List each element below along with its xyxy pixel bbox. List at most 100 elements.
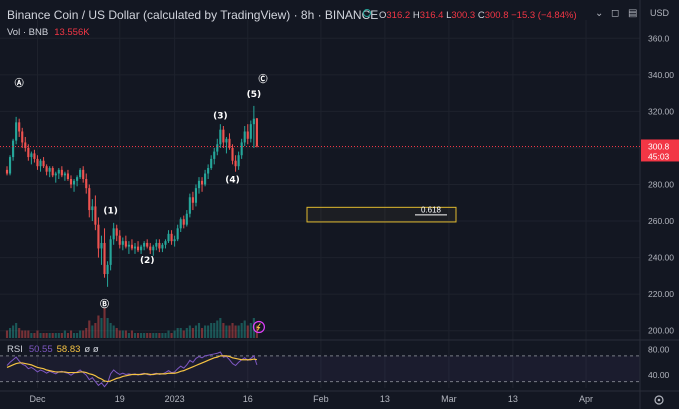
candle-body	[18, 122, 21, 132]
volume-bar	[219, 318, 222, 338]
volume-bar	[173, 330, 176, 338]
candle-body	[191, 197, 194, 203]
fib-box[interactable]: 0.618	[306, 205, 457, 223]
volume-bar	[194, 325, 198, 338]
market-status-icon	[363, 9, 371, 17]
candle-body	[51, 168, 54, 176]
volume-bar	[240, 323, 243, 338]
volume-bar	[91, 325, 94, 338]
volume-bar	[79, 330, 82, 338]
volume-bar	[66, 333, 70, 338]
rsi-pane: 80.00 40.00	[0, 344, 670, 388]
candle-body	[33, 153, 36, 159]
candle-body	[255, 118, 258, 147]
rsi-legend[interactable]: RSI 50.55 58.83 ø ø	[7, 344, 99, 355]
volume-bar	[121, 330, 124, 338]
wave-label: (3)	[213, 112, 228, 122]
volume-bar	[136, 333, 140, 338]
candle-body	[219, 129, 222, 145]
y-tick-label: 320.00	[648, 106, 674, 116]
volume-bar	[48, 333, 51, 338]
volume-bar	[176, 328, 179, 338]
candle-body	[118, 235, 121, 245]
volume-bar	[106, 318, 109, 338]
candle-body	[127, 244, 130, 247]
volume-bar	[109, 323, 112, 338]
volume-bar	[54, 333, 57, 338]
volume-bar	[231, 323, 234, 338]
pane-menu-icon[interactable]: ▤	[628, 8, 638, 19]
rsi-ma-line	[6, 355, 258, 383]
ohlc-readout: O316.2 H316.4 L300.3 C300.8 −15.3 (−4.84…	[379, 10, 577, 21]
candle-body	[149, 246, 152, 251]
volume-bar	[188, 325, 191, 338]
volume-bar	[149, 333, 152, 338]
volume-bar	[30, 333, 33, 338]
grid	[0, 20, 640, 388]
volume-bar	[216, 320, 219, 338]
volume-bar	[204, 325, 207, 338]
rsi-value: 50.55	[28, 344, 53, 355]
volume-bar	[36, 330, 39, 338]
candle-body	[63, 173, 66, 176]
candle-body	[231, 147, 234, 161]
maximize-pane-icon[interactable]: ◻	[611, 8, 620, 19]
volume-bar	[63, 330, 66, 338]
candle-body	[60, 169, 63, 176]
candle-body	[27, 147, 30, 158]
x-tick-label: Feb	[313, 394, 329, 404]
candle-body	[97, 224, 100, 249]
x-tick-label: 2023	[165, 394, 185, 404]
volume-bar	[21, 330, 24, 338]
volume-bar	[27, 330, 30, 338]
high-label: H	[412, 10, 420, 21]
candle-body	[88, 188, 91, 211]
volume-bar	[197, 323, 201, 338]
rsi-label: RSI	[7, 344, 23, 355]
y-tick-label: 260.00	[648, 216, 674, 226]
volume-bar	[228, 325, 231, 338]
volume-bar	[85, 328, 88, 338]
last-price-tag	[641, 139, 679, 162]
candle-body	[204, 173, 207, 185]
volume-bar	[115, 328, 118, 338]
candle-body	[24, 142, 27, 148]
candles	[5, 105, 258, 287]
x-tick-label: Dec	[29, 394, 46, 404]
volume-bar	[179, 328, 182, 338]
candle-body	[69, 179, 73, 185]
currency-label[interactable]: USD	[650, 8, 670, 18]
volume-bar	[42, 333, 45, 338]
candle-body	[240, 142, 243, 156]
candle-body	[237, 155, 240, 167]
collapse-chevron-icon[interactable]: ⌄	[595, 8, 604, 19]
candle-body	[85, 179, 88, 189]
volume-label: Vol · BNB	[7, 27, 49, 38]
wave-label: (4)	[225, 176, 240, 186]
open-value: 316.2	[386, 10, 411, 21]
bar-countdown: 45:03	[648, 151, 670, 161]
candle-body	[54, 173, 57, 176]
fib-rect	[306, 206, 457, 223]
candle-body	[91, 206, 94, 211]
wave-label: Ⓑ	[100, 298, 109, 310]
y-tick-label: 240.00	[648, 253, 674, 263]
candle-body	[21, 131, 24, 143]
settings-gear-icon	[654, 395, 664, 405]
candle-body	[185, 213, 188, 225]
volume-legend[interactable]: Vol · BNB 13.556K	[7, 27, 90, 38]
volume-bar	[24, 330, 27, 338]
x-tick-label: 16	[243, 394, 253, 404]
candle-body	[210, 158, 213, 169]
candle-body	[82, 169, 85, 179]
x-tick-label: Mar	[441, 394, 457, 404]
candle-body	[176, 228, 179, 240]
candle-body	[252, 118, 255, 125]
candle-body	[246, 131, 249, 139]
candle-body	[249, 124, 252, 139]
candle-body	[30, 153, 33, 158]
volume-bar	[161, 333, 164, 338]
volume-bar	[243, 320, 246, 338]
